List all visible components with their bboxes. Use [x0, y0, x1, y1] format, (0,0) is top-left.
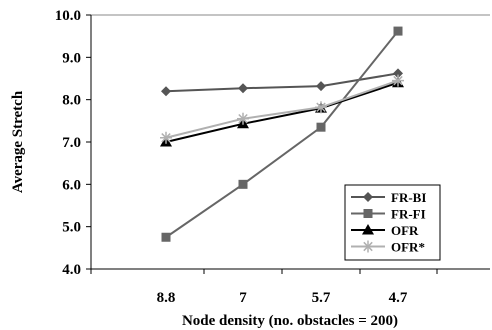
y-tick-label: 4.0	[62, 262, 81, 278]
legend-marker	[363, 192, 373, 202]
asterisk-stroke	[393, 75, 403, 86]
asterisk-stroke	[363, 241, 373, 252]
legend-label: OFR*	[391, 240, 425, 255]
data-point-fr-fi	[161, 232, 171, 242]
asterisk-stroke	[316, 102, 326, 113]
y-axis: 4.0 5.0 6.0 7.0 8.0 9.0 10.0	[55, 8, 91, 278]
legend-entry-fr-bi: FR-BI	[351, 190, 426, 205]
legend-label: OFR	[391, 223, 419, 238]
series-layer	[160, 26, 404, 242]
legend-entry-ofr: OFR	[351, 223, 419, 238]
legend-entry-fr-fi: FR-FI	[351, 207, 426, 222]
legend-label: FR-FI	[391, 207, 426, 222]
legend-label: FR-BI	[391, 190, 426, 205]
y-tick-label: 8.0	[62, 93, 81, 109]
legend-entry-ofr: OFR*	[351, 240, 425, 255]
y-tick-label: 10.0	[55, 8, 81, 24]
series-fr-fi	[161, 26, 403, 242]
y-tick-label: 5.0	[62, 220, 81, 236]
x-tick-label: 8.8	[157, 290, 176, 306]
legend-marker	[363, 209, 373, 218]
series-line-ofr	[165, 81, 399, 143]
data-point-fr-bi	[238, 83, 248, 94]
data-point-fr-fi	[393, 26, 403, 36]
data-point-ofr	[237, 112, 249, 125]
data-point-fr-fi	[238, 179, 248, 189]
y-axis-label: Average Stretch	[10, 90, 26, 193]
series-ofr	[160, 74, 404, 144]
legend-marker	[362, 240, 374, 253]
series-line-fr-fi	[165, 30, 399, 239]
x-axis-label: Node density (no. obstacles = 200)	[182, 313, 398, 329]
data-point-ofr	[392, 74, 404, 87]
y-tick-label: 7.0	[62, 135, 81, 151]
data-point-fr-bi	[393, 68, 403, 79]
asterisk-stroke	[161, 133, 171, 143]
x-tick-label: 7	[239, 290, 247, 306]
data-point-ofr	[315, 101, 327, 114]
x-tick-label: 5.7	[312, 290, 331, 306]
legend-marker	[362, 224, 374, 235]
x-axis: 8.8 7 5.7 4.7	[90, 269, 438, 306]
y-tick-label: 9.0	[62, 50, 81, 66]
series-line-ofr	[165, 79, 399, 139]
data-point-fr-fi	[316, 122, 326, 132]
data-point-fr-bi	[316, 81, 326, 92]
data-point-ofr	[160, 131, 172, 144]
x-tick-label: 4.7	[389, 290, 408, 306]
data-point-fr-bi	[161, 86, 171, 97]
asterisk-stroke	[238, 113, 248, 124]
y-tick-label: 6.0	[62, 177, 81, 193]
